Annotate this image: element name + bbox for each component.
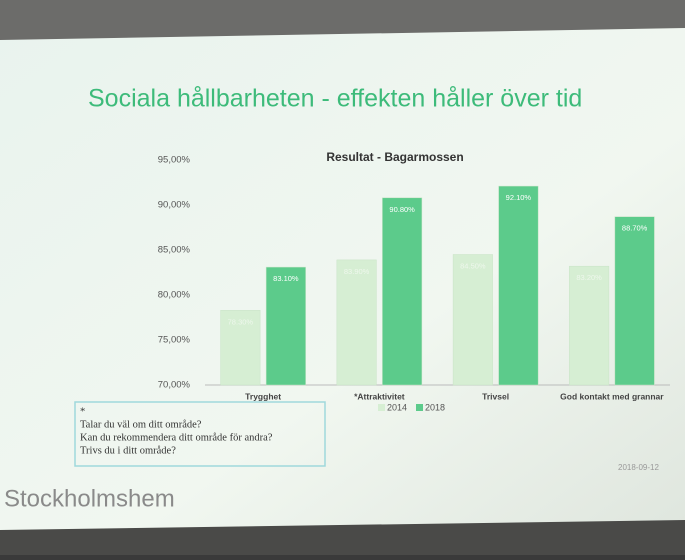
footnote-line: * <box>80 406 85 417</box>
value-label: 84.50% <box>460 261 486 270</box>
date: 2018-09-12 <box>618 463 659 472</box>
footnote-line: Kan du rekommendera ditt område för andr… <box>80 432 273 443</box>
bar <box>499 186 539 385</box>
slide-title: Sociala hållbarheten - effekten håller ö… <box>88 85 582 113</box>
x-tick-label: God kontakt med grannar <box>560 391 664 401</box>
bar <box>266 267 306 385</box>
y-tick-label: 70,00% <box>158 380 191 391</box>
value-label: 83.20% <box>576 273 602 282</box>
bar <box>337 260 377 385</box>
y-tick-label: 90,00% <box>158 200 191 211</box>
y-tick-label: 85,00% <box>158 245 191 256</box>
x-tick-label: Trivsel <box>482 391 509 401</box>
x-tick-label: *Attraktivitet <box>354 391 405 401</box>
legend-label: 2014 <box>387 402 407 412</box>
bar <box>453 255 493 386</box>
y-tick-label: 80,00% <box>158 290 191 301</box>
legend-label: 2018 <box>425 402 445 412</box>
value-label: 83.90% <box>344 267 370 276</box>
photo: Sociala hållbarheten - effekten håller ö… <box>0 0 685 555</box>
value-label: 88.70% <box>622 224 648 233</box>
chart-title: Resultat - Bagarmossen <box>326 150 463 164</box>
value-label: 83.10% <box>273 274 299 283</box>
legend-swatch <box>416 404 423 411</box>
footnote-line: Talar du väl om ditt område? <box>80 419 202 430</box>
legend-swatch <box>378 404 385 411</box>
bar <box>615 217 655 385</box>
y-tick-label: 75,00% <box>158 335 191 346</box>
bar <box>569 266 609 385</box>
logo: Stockholmshem <box>4 485 175 512</box>
value-label: 90.80% <box>389 205 415 214</box>
value-label: 92.10% <box>506 193 532 202</box>
value-label: 78.30% <box>228 317 254 326</box>
footnote-line: Trivs du i ditt område? <box>80 445 176 456</box>
y-tick-label: 95,00% <box>158 155 191 166</box>
bar <box>382 198 422 385</box>
x-tick-label: Trygghet <box>245 391 281 401</box>
